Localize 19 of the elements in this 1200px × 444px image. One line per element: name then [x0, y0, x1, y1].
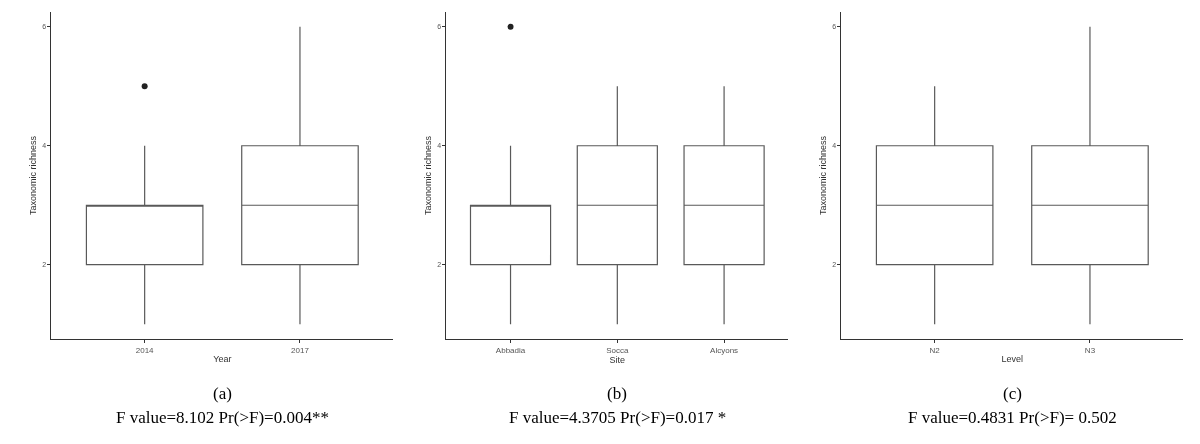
x-axis-title: Site	[609, 354, 626, 365]
text: F value=4.3705 Pr(>F)=0.017 *	[509, 408, 727, 427]
x-tick-label: N3	[1084, 345, 1096, 355]
text: (c)	[1003, 384, 1022, 403]
x-axis-title: Year	[213, 354, 232, 365]
text: (a)	[213, 384, 232, 403]
x-tick-label: Abbadia	[495, 345, 526, 355]
text: F value=8.102 Pr(>F)=0.004**	[116, 408, 329, 427]
y-axis-title: Taxonomic richness	[817, 135, 828, 216]
text: F value=0.4831 Pr(>F)= 0.502	[908, 408, 1117, 427]
x-tick-label: Alcyons	[710, 345, 739, 355]
x-tick-label: Socca	[606, 345, 629, 355]
y-axis-title: Taxonomic richness	[422, 135, 433, 216]
x-tick-label: N2	[929, 345, 941, 355]
text: (b)	[607, 384, 627, 403]
x-tick-label: 2017	[291, 345, 310, 355]
y-axis-title: Taxonomic richness	[27, 135, 38, 216]
x-tick-label: 2014	[135, 345, 155, 355]
x-axis-title: Level	[1001, 354, 1024, 365]
